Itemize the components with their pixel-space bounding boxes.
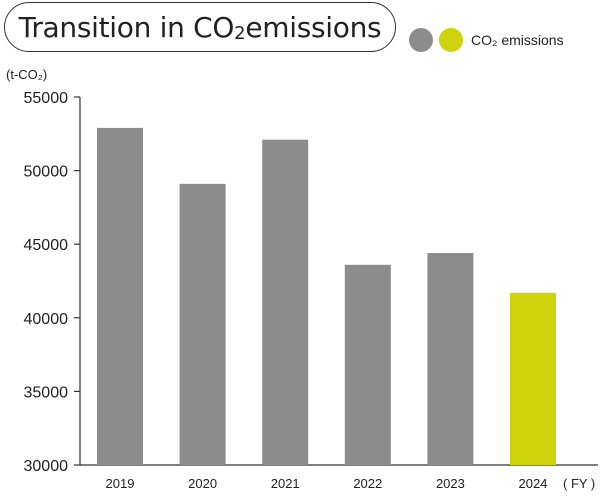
x-tick-label-2023: 2023: [436, 476, 465, 491]
legend-swatch-gray: [409, 28, 433, 52]
y-tick-label: 30000: [24, 458, 69, 475]
y-tick-label: 40000: [24, 311, 69, 328]
bar-2021: [262, 139, 309, 466]
y-tick-label: 35000: [24, 384, 69, 401]
y-tick-label: 50000: [24, 164, 69, 181]
x-tick-label-2020: 2020: [188, 476, 217, 491]
chart-title-prefix: Transition in CO: [18, 10, 235, 44]
y-axis-unit-label: (t-CO₂): [6, 67, 48, 82]
x-tick-label-2019: 2019: [106, 476, 135, 491]
bar-2022: [344, 264, 391, 465]
x-tick-label-2022: 2022: [353, 476, 382, 491]
bar-2023: [427, 253, 474, 465]
chart-title-suffix: emissions: [245, 10, 382, 44]
y-tick-label: 45000: [24, 237, 69, 254]
bar-2020: [179, 183, 226, 465]
x-axis-unit-label: ( FY ): [563, 476, 595, 491]
bar-2024: [510, 292, 556, 465]
chart-title: Transition in CO 2 emissions: [4, 2, 396, 52]
legend-swatch-yellow: [439, 28, 463, 52]
x-tick-label-2021: 2021: [271, 476, 300, 491]
legend: CO₂ emissions: [409, 27, 564, 53]
legend-label: CO₂ emissions: [471, 32, 564, 48]
x-tick-label-2024: 2024: [519, 476, 548, 491]
chart-title-subscript: 2: [234, 22, 246, 44]
y-tick-label: 55000: [24, 90, 69, 107]
bar-2019: [97, 127, 143, 466]
